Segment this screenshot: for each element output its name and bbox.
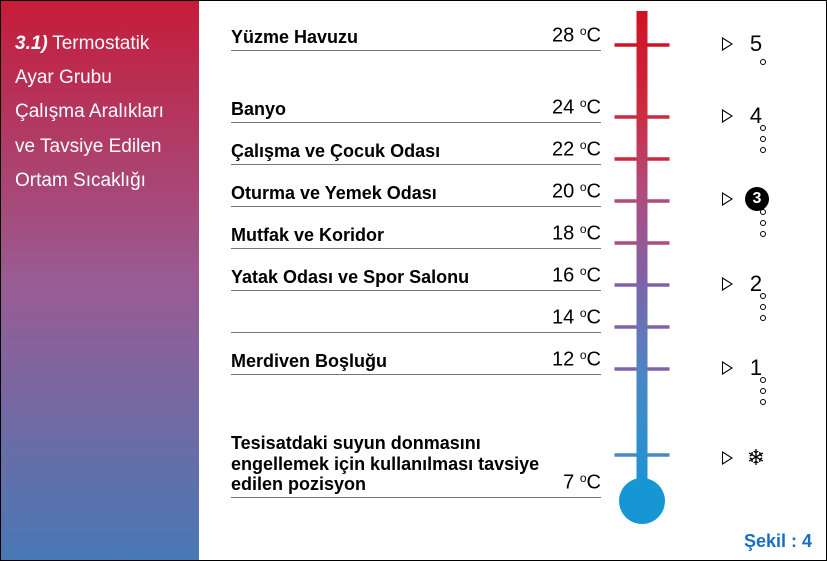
scale-mark: 3 bbox=[722, 187, 769, 211]
row-temp: 16 oC bbox=[552, 263, 601, 288]
dot-icon bbox=[760, 399, 766, 405]
temp-row: 14 oC bbox=[231, 305, 601, 333]
scale-mark: 5 bbox=[722, 31, 767, 57]
row-label: Çalışma ve Çocuk Odası bbox=[231, 141, 552, 162]
row-label: Yatak Odası ve Spor Salonu bbox=[231, 267, 552, 288]
dot-icon bbox=[760, 304, 766, 310]
figure-root: 3.1) Termostatik Ayar Grubu Çalışma Aral… bbox=[0, 0, 827, 561]
row-temp: 7 oC bbox=[563, 470, 601, 495]
triangle-icon bbox=[722, 451, 733, 465]
row-temp: 24 oC bbox=[552, 95, 601, 120]
dot-icon bbox=[760, 293, 766, 299]
temp-row: Yüzme Havuzu28 oC bbox=[231, 23, 601, 51]
row-label: Tesisatdaki suyun donmasını engellemek i… bbox=[231, 433, 563, 495]
dot-icon bbox=[760, 315, 766, 321]
row-temp: 28 oC bbox=[552, 23, 601, 48]
row-label: Oturma ve Yemek Odası bbox=[231, 183, 552, 204]
temp-row: Merdiven Boşluğu12 oC bbox=[231, 347, 601, 375]
scale-number: ❄ bbox=[745, 447, 767, 469]
row-temp: 18 oC bbox=[552, 221, 601, 246]
row-temp: 22 oC bbox=[552, 137, 601, 162]
figure-label: Şekil : 4 bbox=[744, 531, 812, 552]
row-label: Yüzme Havuzu bbox=[231, 27, 552, 48]
scale-dots bbox=[760, 125, 766, 153]
left-panel: 3.1) Termostatik Ayar Grubu Çalışma Aral… bbox=[1, 1, 199, 560]
scale-dots bbox=[760, 59, 766, 65]
triangle-icon bbox=[722, 277, 733, 291]
temp-row: Tesisatdaki suyun donmasını engellemek i… bbox=[231, 433, 601, 498]
row-label: Banyo bbox=[231, 99, 552, 120]
temp-row: Çalışma ve Çocuk Odası22 oC bbox=[231, 137, 601, 165]
section-number: 3.1) bbox=[15, 33, 48, 54]
scale-number: 3 bbox=[745, 187, 769, 211]
scale-dots bbox=[760, 293, 766, 321]
dot-icon bbox=[760, 377, 766, 383]
dot-icon bbox=[760, 209, 766, 215]
row-label: Merdiven Boşluğu bbox=[231, 351, 552, 372]
triangle-icon bbox=[722, 361, 733, 375]
scale-dots bbox=[760, 377, 766, 405]
scale-number: 5 bbox=[745, 31, 767, 57]
dot-icon bbox=[760, 125, 766, 131]
scale-column: 54321❄ bbox=[722, 1, 802, 561]
scale-mark: ❄ bbox=[722, 447, 767, 469]
panel-text: Termostatik Ayar Grubu Çalışma Aralıklar… bbox=[15, 33, 164, 191]
row-temp: 12 oC bbox=[552, 347, 601, 372]
row-label: Mutfak ve Koridor bbox=[231, 225, 552, 246]
dot-icon bbox=[760, 59, 766, 65]
dot-icon bbox=[760, 220, 766, 226]
dot-icon bbox=[760, 136, 766, 142]
dot-icon bbox=[760, 388, 766, 394]
scale-dots bbox=[760, 209, 766, 237]
triangle-icon bbox=[722, 192, 733, 206]
temp-row: Banyo24 oC bbox=[231, 95, 601, 123]
main-area: 54321❄ Şekil : 4 Yüzme Havuzu28 oCBanyo2… bbox=[199, 1, 826, 560]
temp-row: Yatak Odası ve Spor Salonu16 oC bbox=[231, 263, 601, 291]
row-temp: 14 oC bbox=[552, 305, 601, 330]
temp-row: Oturma ve Yemek Odası20 oC bbox=[231, 179, 601, 207]
triangle-icon bbox=[722, 37, 733, 51]
dot-icon bbox=[760, 147, 766, 153]
triangle-icon bbox=[722, 109, 733, 123]
row-temp: 20 oC bbox=[552, 179, 601, 204]
temp-row: Mutfak ve Koridor18 oC bbox=[231, 221, 601, 249]
dot-icon bbox=[760, 231, 766, 237]
